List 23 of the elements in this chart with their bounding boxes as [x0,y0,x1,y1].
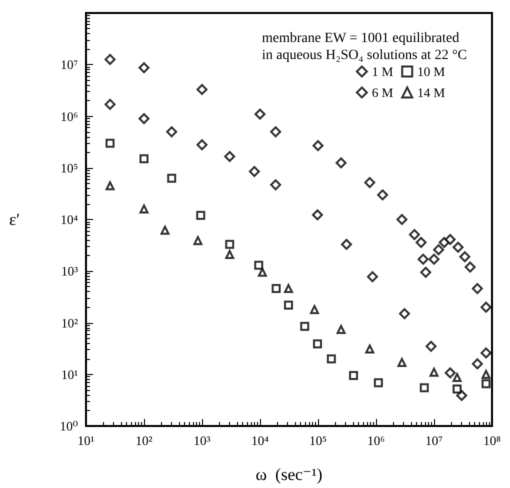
legend-label: 14 M [417,85,446,100]
x-tick-label: 10⁵ [309,433,327,448]
y-axis-title: ε′ [9,210,20,229]
y-tick-label: 10⁴ [60,212,78,227]
y-tick-label: 10⁵ [60,160,78,176]
y-tick-label: 10¹ [61,366,78,382]
legend-label: 1 M [372,64,394,79]
x-tick-label: 10¹ [78,433,95,448]
legend-title: membrane EW = 1001 equilibrated in aqueous H₂SO₄ solutions at 22 °C [262,31,467,63]
y-tick-label: 10⁷ [60,57,78,72]
y-tick-label: 10² [61,315,78,330]
x-axis-title: ω (sec⁻¹) [256,465,322,484]
y-tick-label: 10⁰ [60,418,78,434]
x-tick-label: 10⁴ [251,433,270,448]
y-tick-label: 10⁶ [60,108,78,124]
y-tick-label: 10³ [61,264,78,279]
legend-label: 10 M [417,64,446,79]
x-tick-label: 10³ [194,433,211,448]
x-tick-label: 10⁷ [425,433,443,448]
x-tick-label: 10⁸ [483,433,502,448]
x-tick-label: 10⁶ [367,433,385,448]
x-tick-label: 10² [136,433,153,448]
legend-label: 6 M [372,85,394,100]
